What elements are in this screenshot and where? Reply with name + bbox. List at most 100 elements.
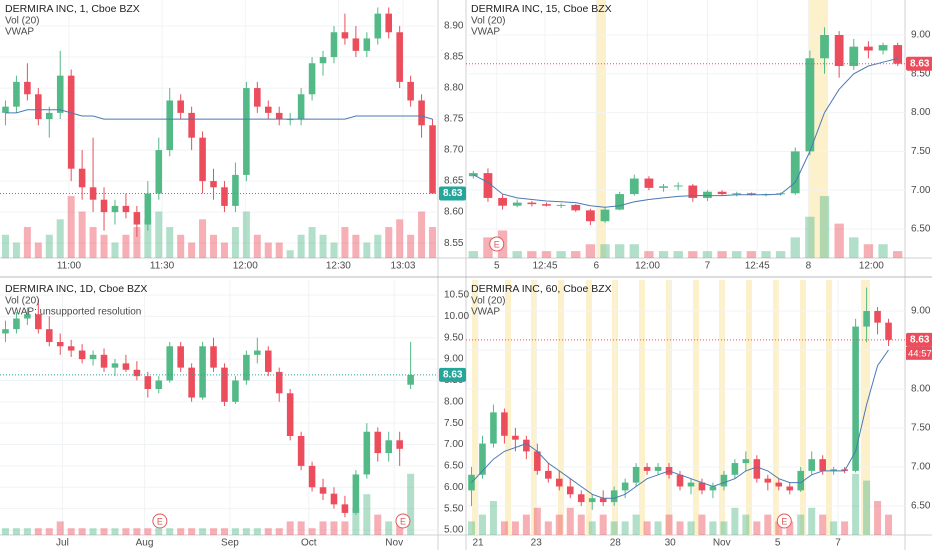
volume-bar — [1, 528, 9, 535]
y-tick-label: 7.50 — [911, 146, 931, 157]
y-tick-label: 9.00 — [911, 306, 931, 317]
volume-bar — [385, 227, 393, 258]
y-tick-label: 8.80 — [444, 83, 464, 94]
candle-body — [834, 34, 844, 67]
x-tick-label: 11:30 — [150, 261, 175, 272]
candle-body — [599, 498, 607, 503]
candle-body — [210, 346, 217, 368]
volume-bar — [144, 219, 152, 258]
candle-body — [155, 380, 163, 389]
candle-body — [407, 374, 414, 385]
candle-body — [297, 435, 305, 466]
candle-body — [468, 173, 478, 177]
volume-bar — [614, 244, 625, 258]
candle-body — [556, 204, 566, 206]
candle-body — [221, 367, 228, 402]
volume-bar — [709, 521, 717, 535]
volume-bar — [585, 244, 596, 258]
volume-bar — [654, 521, 662, 535]
indicator-legend: Vol (20) — [471, 296, 505, 307]
volume-bar — [731, 507, 739, 535]
candle-body — [254, 88, 261, 107]
candle-body — [221, 187, 228, 206]
session-shade — [505, 280, 511, 535]
candle-body — [588, 498, 596, 503]
volume-bar — [199, 528, 207, 535]
candle-body — [13, 318, 20, 330]
volume-bar — [242, 211, 250, 258]
volume-bar — [566, 507, 574, 535]
volume-bar — [658, 251, 669, 258]
volume-bar — [319, 521, 327, 535]
session-shade — [746, 280, 752, 535]
volume-bar — [363, 494, 371, 535]
volume-bar — [720, 521, 728, 535]
volume-bar — [556, 251, 566, 258]
volume-bar — [571, 251, 581, 258]
x-tick-label: Nov — [713, 538, 731, 549]
volume-bar — [264, 242, 272, 258]
volume-bar — [429, 227, 437, 258]
candle-body — [687, 482, 695, 487]
volume-bar — [231, 528, 239, 535]
candle-body — [429, 125, 436, 194]
candle-body — [385, 13, 393, 33]
volume-bar — [834, 223, 844, 258]
volume-bar — [12, 242, 20, 258]
candle-body — [232, 174, 239, 206]
candle-body — [352, 38, 360, 51]
last-price-label: 8.63 — [443, 188, 463, 199]
y-tick-label: 10.00 — [444, 311, 469, 322]
volume-bar — [522, 514, 530, 535]
volume-bar — [478, 514, 486, 535]
x-tick-label: Oct — [301, 538, 317, 549]
volume-bar — [819, 514, 827, 535]
candle-body — [254, 350, 261, 355]
countdown-box — [906, 346, 932, 360]
candle-body — [654, 466, 662, 471]
chart-title: DERMIRA INC, 15, Cboe BZX — [471, 3, 612, 15]
volume-bar — [385, 521, 393, 535]
session-shade — [693, 280, 699, 535]
x-tick-label: 23 — [531, 538, 543, 549]
chart-title: DERMIRA INC, 60, Cboe BZX — [471, 283, 612, 295]
volume-bar — [841, 521, 849, 535]
indicator-legend: Vol (20) — [5, 296, 39, 307]
candle-body — [418, 100, 425, 126]
x-tick-label: 7 — [705, 261, 711, 272]
candle-body — [264, 350, 272, 372]
volume-bar — [374, 514, 382, 535]
volume-bar — [12, 528, 20, 535]
x-tick-label: 21 — [473, 538, 485, 549]
candle-body — [352, 474, 360, 513]
candle-body — [308, 465, 316, 488]
volume-bar — [45, 234, 53, 258]
volume-bar — [418, 211, 426, 258]
volume-bar — [308, 528, 316, 535]
candle-body — [166, 100, 174, 151]
volume-bar — [188, 242, 196, 258]
candle-body — [374, 13, 382, 39]
candle-body — [893, 45, 903, 64]
volume-bar — [819, 196, 830, 258]
volume-bar — [852, 473, 860, 535]
candle-body — [585, 210, 595, 222]
candle-body — [863, 310, 870, 327]
candle-body — [615, 194, 625, 210]
volume-bar — [45, 528, 53, 535]
x-tick-label: 8 — [806, 261, 812, 272]
volume-bar — [643, 521, 651, 535]
last-price-box — [439, 186, 466, 201]
volume-bar — [177, 528, 185, 535]
earnings-label: E — [157, 516, 163, 526]
volume-bar — [786, 521, 794, 535]
y-tick-label: 7.00 — [911, 462, 931, 473]
candle-body — [243, 88, 250, 175]
volume-bar — [396, 521, 404, 535]
x-tick-label: 28 — [610, 538, 622, 549]
y-tick-label: 8.90 — [444, 21, 464, 32]
volume-bar — [330, 521, 338, 535]
volume-bar — [489, 501, 497, 535]
candle-body — [188, 112, 195, 138]
candle-body — [698, 482, 706, 491]
